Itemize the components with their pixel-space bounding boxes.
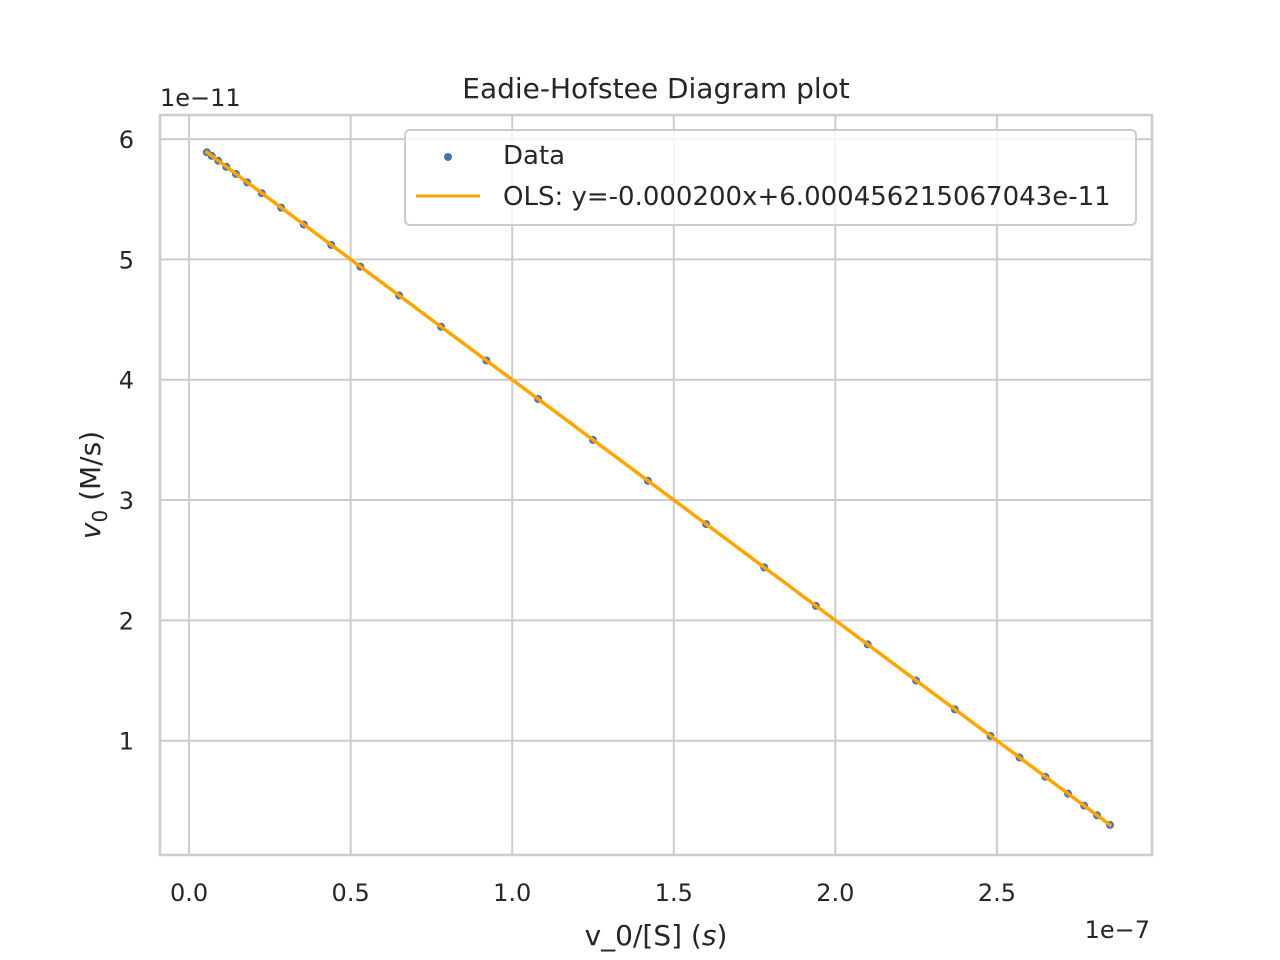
legend: Data OLS: y=-0.000200x+6.000456215067043…	[404, 129, 1137, 226]
x-axis-label: v_0/[S] (s)	[585, 919, 728, 952]
legend-data-label: Data	[503, 141, 565, 171]
y-tick-label: 5	[119, 246, 134, 274]
plot-area	[202, 148, 1114, 829]
y-tick-label: 3	[119, 487, 134, 515]
y-tick-label: 6	[119, 126, 134, 154]
grid-lines	[160, 115, 1152, 855]
y-offset-label: 1e−11	[160, 84, 241, 112]
chart-title: Eadie-Hofstee Diagram plot	[462, 72, 849, 105]
x-tick-label: 1.0	[493, 879, 531, 907]
legend-ols-label: OLS: y=-0.000200x+6.000456215067043e-11	[503, 182, 1111, 212]
y-tick-label: 4	[119, 367, 134, 395]
x-tick-label: 1.5	[655, 879, 693, 907]
legend-box	[404, 129, 1137, 226]
x-tick-label: 0.0	[170, 879, 208, 907]
legend-data-marker	[444, 153, 452, 161]
tick-labels: 0.0 0.5 1.0 1.5 2.0 2.5 1 2 3 4 5 6	[119, 126, 1016, 907]
y-tick-label: 2	[119, 607, 134, 635]
x-tick-label: 2.0	[816, 879, 854, 907]
x-tick-label: 0.5	[332, 879, 370, 907]
ols-fit-line	[204, 149, 1113, 828]
y-tick-label: 1	[119, 728, 134, 756]
x-offset-label: 1e−7	[1085, 916, 1150, 944]
x-tick-label: 2.5	[978, 879, 1016, 907]
y-axis-label: v0 (M/s)	[74, 431, 112, 539]
plot-frame	[158, 113, 1154, 857]
